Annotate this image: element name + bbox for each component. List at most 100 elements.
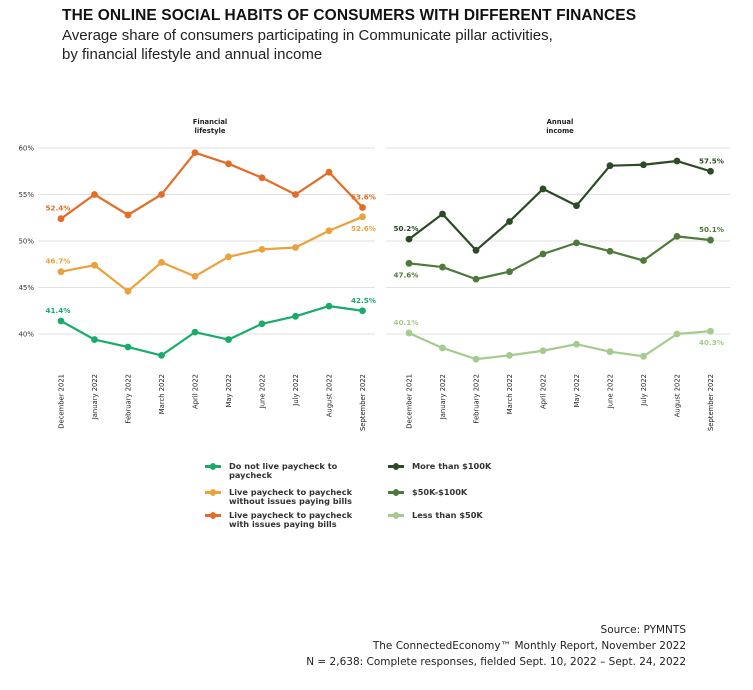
50k-100k-point [439,263,446,271]
financial-lifestyle-x-tick-label: June 2022 [259,374,267,409]
y-tick-label: 55% [18,191,34,199]
do-not-live-paycheck-to-paycheck-point [191,328,199,336]
legend-marker-icon [205,462,221,471]
chart-subtitle-line-1: Average share of consumers participating… [62,27,553,44]
more-than-100k-point [606,162,614,170]
do-not-live-paycheck-to-paycheck-point [91,336,98,343]
legend-label: More than $100K [412,461,492,471]
do-not-live-paycheck-to-paycheck-point [158,351,165,359]
live-paycheck-to-paycheck-with-issues-paying-bills-point [57,215,65,223]
less-than-50k-last-label: 40.3% [699,338,724,347]
less-than-50k-point [573,340,580,348]
legend-item-more-than-100k: More than $100K [388,462,542,471]
50k-100k-point [472,275,480,283]
annual-income-x-tick-label: June 2022 [607,374,615,409]
annual-income-x-tick-label: January 2022 [439,374,447,420]
less-than-50k-point [439,344,446,352]
more-than-100k-point [472,246,480,254]
live-paycheck-to-paycheck-with-issues-paying-bills-last-label: 53.6% [351,193,376,202]
financial-lifestyle-x-tick-label: February 2022 [125,374,133,424]
chart-subtitle-line-2: by financial lifestyle and annual income [62,46,323,63]
50k-100k-point [673,232,681,240]
do-not-live-paycheck-to-paycheck-point [359,307,366,315]
source-note: Source: PYMNTS [600,624,686,636]
legend-marker-icon [388,488,404,497]
live-paycheck-to-paycheck-without-issues-paying-bills-line [60,215,363,293]
do-not-live-paycheck-to-paycheck-last-label: 42.5% [351,296,376,305]
less-than-50k-point [673,330,681,338]
live-paycheck-to-paycheck-without-issues-paying-bills-last-label: 52.6% [351,224,376,233]
50k-100k-line [408,235,711,281]
live-paycheck-to-paycheck-without-issues-paying-bills-point [191,272,199,280]
live-paycheck-to-paycheck-with-issues-paying-bills-point [158,191,165,198]
live-paycheck-to-paycheck-without-issues-paying-bills-point [158,258,165,266]
less-than-50k-first-label: 40.1% [394,318,419,327]
annual-income-x-tick-label: February 2022 [473,374,481,424]
legend-label: Live paycheck to paycheck with issues pa… [229,510,353,529]
report-note: The ConnectedEconomy™ Monthly Report, No… [372,640,686,652]
live-paycheck-to-paycheck-with-issues-paying-bills-point [258,174,266,182]
live-paycheck-to-paycheck-without-issues-paying-bills-point [292,244,299,251]
legend-item-live-paycheck-to-paycheck-without-issues-paying-bills: Live paycheck to paycheck without issues… [205,488,359,506]
more-than-100k-point [539,185,547,193]
annual-income-x-tick-label: May 2022 [573,374,581,408]
y-tick-label: 45% [18,284,34,292]
more-than-100k-point [405,235,413,243]
annual-income-x-tick-label: July 2022 [640,374,648,407]
legend-item-50k-100k: $50K-$100K [388,488,542,497]
legend-item-less-than-50k: Less than $50K [388,511,542,520]
financial-lifestyle-x-tick-label: December 2021 [58,374,66,429]
live-paycheck-to-paycheck-without-issues-paying-bills-point [57,268,65,276]
50k-100k-point [707,236,714,244]
live-paycheck-to-paycheck-with-issues-paying-bills-first-label: 52.4% [46,204,71,213]
live-paycheck-to-paycheck-without-issues-paying-bills-first-label: 46.7% [46,257,71,266]
y-tick-label: 40% [18,331,34,339]
financial-lifestyle-x-tick-label: May 2022 [225,374,233,408]
annual-income-x-tick-label: March 2022 [506,374,514,414]
annual-income-x-tick-label: April 2022 [540,374,548,409]
financial-lifestyle-x-tick-label: August 2022 [326,374,334,417]
legend-item-do-not-live-paycheck-to-paycheck: Do not live paycheck to paycheck [205,462,359,480]
legend-label: $50K-$100K [412,487,468,497]
do-not-live-paycheck-to-paycheck-point [225,336,232,343]
50k-100k-point [539,250,547,258]
live-paycheck-to-paycheck-with-issues-paying-bills-point [225,160,232,168]
legend-marker-icon [205,511,221,520]
50k-100k-point [506,268,513,276]
footer: Source: PYMNTS The ConnectedEconomy™ Mon… [306,622,686,670]
live-paycheck-to-paycheck-without-issues-paying-bills-point [325,227,333,235]
more-than-100k-point [707,167,714,175]
less-than-50k-point [405,329,413,337]
annual-income-x-tick-label: August 2022 [674,374,682,417]
legend-label: Do not live paycheck to paycheck [229,461,338,480]
live-paycheck-to-paycheck-with-issues-paying-bills-point [91,191,98,198]
do-not-live-paycheck-to-paycheck-point [292,312,299,320]
live-paycheck-to-paycheck-without-issues-paying-bills-point [91,261,98,269]
legend-label: Live paycheck to paycheck without issues… [229,487,353,506]
more-than-100k-point [640,161,647,169]
live-paycheck-to-paycheck-with-issues-paying-bills-line [60,151,364,220]
live-paycheck-to-paycheck-without-issues-paying-bills-point [258,245,266,253]
more-than-100k-point [506,218,513,225]
more-than-100k-point [673,157,681,165]
chart-title: THE ONLINE SOCIAL HABITS OF CONSUMERS WI… [62,7,637,24]
legend-marker-icon [388,511,404,520]
legend-item-live-paycheck-to-paycheck-with-issues-paying-bills: Live paycheck to paycheck with issues pa… [205,511,359,529]
less-than-50k-point [472,355,480,363]
y-tick-label: 60% [18,145,34,153]
legend-marker-icon [205,488,221,497]
do-not-live-paycheck-to-paycheck-point [325,302,333,310]
annual-income-panel-title: income [546,127,574,135]
do-not-live-paycheck-to-paycheck-point [57,317,65,325]
less-than-50k-point [606,348,614,356]
50k-100k-last-label: 50.1% [699,225,724,234]
live-paycheck-to-paycheck-without-issues-paying-bills-point [225,253,232,261]
less-than-50k-point [707,327,714,335]
live-paycheck-to-paycheck-without-issues-paying-bills-point [124,287,132,295]
50k-100k-point [640,257,647,264]
y-tick-label: 50% [18,238,34,246]
more-than-100k-point [439,210,446,218]
chart-header: THE ONLINE SOCIAL HABITS OF CONSUMERS WI… [62,6,636,64]
less-than-50k-point [539,347,547,355]
